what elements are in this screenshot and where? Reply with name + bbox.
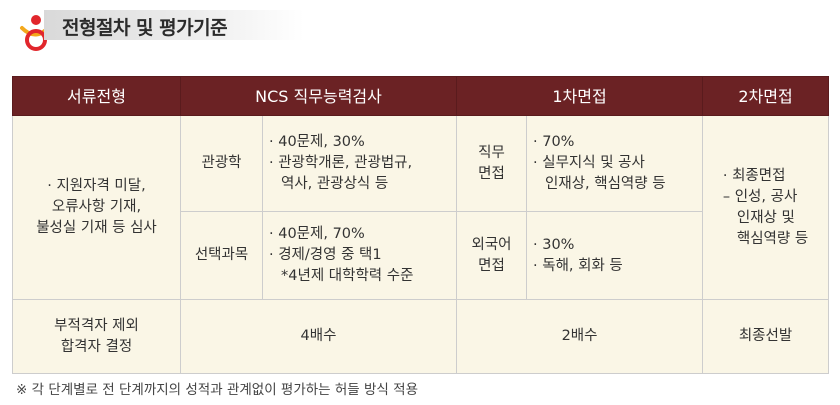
interview1-label-language: 외국어 면접: [456, 211, 528, 300]
ncs-subject-elective: 선택과목: [180, 211, 263, 300]
ncs-subject-tourism: 관광학: [180, 115, 263, 212]
interview1-details-language: · 30% · 독해, 회화 등: [526, 211, 704, 300]
label-line: 직무: [478, 144, 505, 161]
detail-line: 역사, 관광상식 등: [281, 176, 389, 192]
table-footer-row: 부적격자 제외 합격자 결정 4배수 2배수 최종선발: [12, 299, 830, 374]
footer-interview1: 2배수: [456, 299, 704, 374]
table-row: 선택과목 · 40문제, 70% · 경제/경영 중 택1 *4년제 대학학력 …: [13, 211, 829, 300]
document-line: 오류사항 기재,: [51, 199, 142, 215]
footer-interview2: 최종선발: [702, 299, 830, 374]
selection-process-table: 서류전형 NCS 직무능력검사 1차면접 2차면접 · 지원자격 미달, 오류사…: [12, 76, 830, 374]
table-header-row: 서류전형 NCS 직무능력검사 1차면접 2차면접: [12, 76, 830, 116]
footer-line: 합격자 결정: [60, 338, 133, 355]
detail-line: · 실무지식 및 공사: [533, 155, 645, 171]
detail-line: · 최종면접: [722, 167, 786, 184]
detail-line: 인재상, 핵심역량 등: [545, 176, 666, 192]
label-line: 외국어: [471, 236, 512, 253]
ncs-details-elective: · 40문제, 70% · 경제/경영 중 택1 *4년제 대학학력 수준: [261, 211, 458, 300]
header-ncs: NCS 직무능력검사: [179, 76, 458, 116]
footnote: ※ 각 단계별로 전 단계까지의 성적과 관계없이 평가하는 허들 방식 적용: [16, 382, 418, 398]
detail-line: · 경제/경영 중 택1: [269, 247, 382, 263]
label-line: 면접: [478, 165, 505, 182]
document-line: · 지원자격 미달,: [47, 178, 146, 194]
header-document: 서류전형: [12, 76, 181, 116]
footer-ncs: 4배수: [179, 299, 458, 374]
document-screening-cell: · 지원자격 미달, 오류사항 기재, 불성실 기재 등 심사: [12, 115, 181, 300]
ncs-details-tourism: · 40문제, 30% · 관광학개론, 관광법규, 역사, 관광상식 등: [261, 115, 458, 212]
interview1-details-job: · 70% · 실무지식 및 공사 인재상, 핵심역량 등: [526, 115, 704, 212]
table-row: · 지원자격 미달, 오류사항 기재, 불성실 기재 등 심사 관광학 · 40…: [12, 115, 830, 300]
detail-line: · 40문제, 70%: [269, 226, 365, 242]
footer-line: 부적격자 제외: [54, 317, 139, 334]
footer-document: 부적격자 제외 합격자 결정: [12, 299, 181, 374]
detail-line: · 70%: [533, 134, 575, 150]
page-title: 전형절차 및 평가기준: [62, 17, 228, 39]
detail-line: 핵심역량 등: [736, 230, 809, 247]
interview1-label-job: 직무 면접: [456, 115, 528, 212]
document-line: 불성실 기재 등 심사: [36, 220, 157, 236]
detail-line: *4년제 대학학력 수준: [281, 268, 414, 284]
interview2-details: · 최종면접 – 인성, 공사 인재상 및 핵심역량 등: [702, 115, 830, 300]
detail-line: · 30%: [533, 236, 575, 253]
header-interview1: 1차면접: [456, 76, 704, 116]
detail-line: 인재상 및: [736, 209, 795, 226]
detail-line: · 독해, 회화 등: [533, 257, 623, 274]
header-interview2: 2차면접: [702, 76, 830, 116]
label-line: 면접: [478, 257, 505, 274]
detail-line: · 관광학개론, 관광법규,: [269, 155, 413, 171]
detail-line: – 인성, 공사: [722, 188, 798, 205]
detail-line: · 40문제, 30%: [269, 134, 365, 150]
title-band: [44, 10, 304, 40]
